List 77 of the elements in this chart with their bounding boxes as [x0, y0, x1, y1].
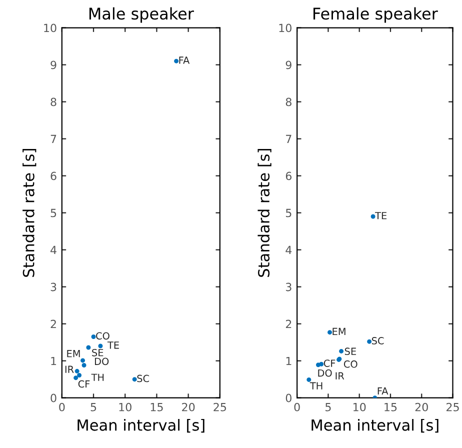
- x-tick-label: 20: [182, 402, 195, 412]
- y-tick-label: 1: [51, 356, 56, 366]
- point: [306, 377, 312, 382]
- point: [367, 339, 372, 344]
- y-tick-label: 4: [50, 246, 56, 254]
- x-tick-label: 0: [294, 402, 300, 412]
- y-tick-label: 1: [286, 356, 292, 366]
- data-label: CO: [344, 360, 358, 368]
- point: [370, 214, 376, 219]
- y-tick-label: 6: [50, 172, 56, 180]
- y-tick-label: 8: [286, 98, 292, 106]
- y-axis-title: Standard rate [s]: [22, 149, 36, 277]
- point: [319, 362, 324, 366]
- point: [86, 345, 91, 350]
- x-tick-label: 15: [150, 403, 163, 412]
- x-tick-label: 25: [214, 402, 226, 412]
- data-label: FA: [378, 387, 388, 395]
- point: [132, 377, 137, 382]
- point: [328, 330, 332, 335]
- y-tick-label: 6: [286, 172, 292, 180]
- point: [316, 362, 320, 368]
- data-label: CF: [78, 380, 90, 388]
- data-label: CO: [96, 332, 110, 340]
- x-tick-label: 0: [59, 402, 65, 412]
- x-tick-label: 5: [326, 403, 331, 412]
- y-tick-label: 2: [286, 320, 292, 328]
- data-label: EM: [67, 350, 80, 358]
- y-tick-label: 5: [50, 208, 56, 218]
- data-label: TE: [375, 212, 387, 220]
- y-axis-title: Standard rate [s]: [258, 149, 272, 277]
- data-label: TE: [107, 342, 119, 349]
- y-tick-label: 3: [50, 282, 56, 292]
- y-tick-label: 0: [50, 394, 56, 402]
- y-tick-label: 7: [50, 134, 56, 144]
- x-tick-label: 25: [446, 402, 459, 412]
- y-tick-label: 7: [286, 134, 292, 144]
- x-tick-label: 5: [90, 403, 96, 412]
- data-label: FA: [179, 56, 190, 64]
- x-tick-label: 10: [353, 402, 366, 412]
- y-tick-label: 4: [286, 246, 292, 254]
- data-label: DO: [94, 358, 109, 366]
- y-tick-label: 10: [279, 24, 292, 32]
- point: [174, 58, 179, 64]
- y-tick-label: 8: [50, 98, 56, 106]
- point: [80, 358, 86, 363]
- point: [74, 368, 80, 374]
- data-label: EM: [332, 328, 346, 336]
- chart-title: Male speaker: [89, 7, 194, 23]
- data-label: CF: [324, 360, 336, 367]
- data-label: TH: [310, 382, 322, 390]
- y-tick-label: 0: [286, 394, 292, 402]
- data-label: DO: [318, 369, 332, 377]
- point: [91, 334, 96, 340]
- y-tick-label: 9: [50, 60, 56, 70]
- data-label: SC: [137, 374, 150, 382]
- y-tick-label: 2: [50, 320, 56, 328]
- y-tick-label: 5: [286, 208, 292, 218]
- x-axis-title: Mean interval [s]: [78, 418, 204, 433]
- x-tick-label: 15: [384, 403, 397, 412]
- y-tick-label: 10: [44, 24, 56, 32]
- x-tick-label: 10: [119, 402, 132, 412]
- data-label: IR: [336, 372, 344, 380]
- data-label: SE: [344, 348, 356, 356]
- data-label: SC: [372, 337, 384, 344]
- point: [77, 373, 82, 378]
- point: [98, 344, 103, 348]
- data-label: IR: [65, 366, 74, 373]
- data-label: TH: [91, 374, 104, 381]
- y-tick-label: 9: [286, 60, 292, 70]
- point: [339, 348, 344, 354]
- point: [74, 376, 78, 380]
- chart-title: Female speaker: [314, 7, 438, 23]
- data-label: SE: [92, 348, 104, 356]
- x-tick-label: 20: [415, 402, 428, 412]
- y-tick-label: 3: [286, 282, 292, 292]
- x-axis-title: Mean interval [s]: [312, 418, 438, 433]
- point: [82, 363, 86, 368]
